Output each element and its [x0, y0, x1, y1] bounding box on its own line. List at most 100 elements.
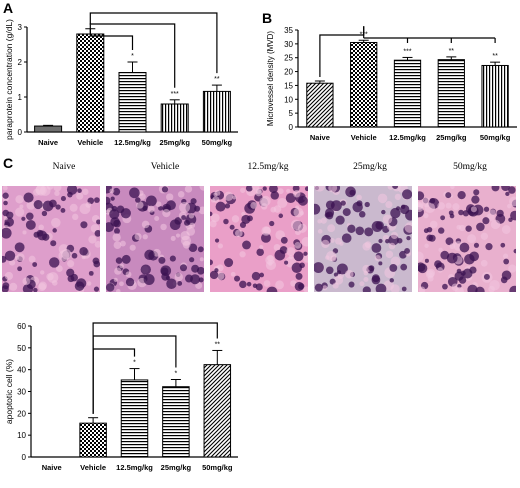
significance-label: * — [131, 53, 134, 60]
cell-nucleus — [14, 242, 25, 253]
cell-nucleus — [9, 259, 16, 266]
cell-nucleus — [188, 243, 198, 253]
cell-nucleus — [473, 189, 480, 196]
cell-nucleus — [269, 220, 275, 227]
y-tick-label: 40 — [17, 366, 26, 375]
cell-nucleus — [210, 270, 219, 280]
cell-nucleus — [303, 251, 308, 256]
y-tick-label: 0 — [289, 123, 294, 132]
cell-nucleus — [440, 215, 446, 221]
cell-nucleus — [181, 215, 187, 220]
cell-nucleus — [291, 262, 303, 273]
cell-nucleus — [66, 186, 78, 195]
cell-nucleus — [188, 213, 195, 219]
cell-nucleus — [364, 227, 374, 237]
cell-nucleus — [290, 219, 302, 231]
micrograph-12-5mg — [210, 186, 308, 292]
cell-nucleus — [375, 283, 387, 292]
cell-nucleus — [263, 280, 271, 287]
cell-nucleus — [67, 260, 75, 268]
cell-nucleus — [269, 186, 278, 194]
category-label: Vehicle — [351, 133, 377, 142]
cell-nucleus — [109, 188, 115, 194]
cell-nucleus — [152, 248, 161, 257]
cell-nucleus — [509, 196, 516, 207]
category-label: Vehicle — [80, 463, 106, 472]
cell-nucleus — [288, 254, 294, 260]
cell-nucleus — [327, 224, 336, 233]
cell-nucleus — [120, 240, 126, 247]
cell-nucleus — [392, 186, 399, 190]
cell-nucleus — [191, 264, 200, 273]
category-label: Vehicle — [77, 138, 103, 147]
cell-nucleus — [293, 207, 304, 218]
y-axis-label: apoptotic cell (%) — [4, 359, 14, 424]
cell-nucleus — [134, 232, 142, 241]
cell-nucleus — [457, 190, 466, 200]
y-tick-label: 25 — [284, 54, 293, 63]
bar-5 — [481, 64, 509, 128]
cell-nucleus — [80, 221, 88, 229]
cell-nucleus — [303, 286, 308, 292]
significance-label: ** — [449, 48, 455, 55]
cell-nucleus — [139, 193, 146, 200]
y-tick-label: 0 — [18, 128, 23, 137]
comparison-bracket — [89, 12, 218, 74]
cell-nucleus — [170, 235, 176, 241]
cell-nucleus — [246, 281, 252, 287]
cell-nucleus — [303, 254, 308, 263]
cell-nucleus — [235, 229, 243, 238]
cell-nucleus — [38, 224, 45, 231]
cell-nucleus — [278, 213, 284, 219]
cell-nucleus — [437, 202, 446, 210]
cell-nucleus — [396, 237, 403, 244]
cell-nucleus — [473, 242, 480, 248]
cell-nucleus — [368, 265, 375, 272]
cell-nucleus — [465, 225, 472, 232]
cell-nucleus — [503, 253, 509, 259]
cell-nucleus — [232, 195, 237, 200]
cell-nucleus — [418, 251, 424, 262]
cell-nucleus — [445, 192, 452, 199]
cell-nucleus — [371, 274, 380, 283]
cell-nucleus — [147, 205, 155, 213]
cell-nucleus — [175, 233, 181, 238]
category-label: Naive — [42, 463, 62, 472]
cell-nucleus — [462, 210, 470, 217]
cell-nucleus — [142, 234, 148, 240]
micrograph-label-vehicle: Vehicle — [150, 162, 180, 172]
cell-nucleus — [184, 186, 193, 193]
cell-nucleus — [166, 200, 176, 211]
cell-nucleus — [121, 254, 131, 264]
cell-nucleus — [119, 263, 124, 269]
cell-nucleus — [390, 256, 401, 267]
cell-nucleus — [245, 186, 253, 192]
chart-a-paraprotein: 0 1 2 3 paraprotein concentration (g/dL) Naiv… — [4, 12, 238, 147]
cell-nucleus — [294, 281, 304, 291]
cell-nucleus — [182, 240, 191, 249]
cell-nucleus — [371, 243, 382, 253]
chart-b-microvessel-density: 0 5 10 15 20 25 30 35 Microvessel density (MVD) N… — [266, 26, 517, 142]
cell-nucleus — [402, 189, 412, 200]
cell-nucleus — [199, 257, 204, 262]
cell-nucleus — [418, 191, 425, 201]
cell-nucleus — [129, 244, 136, 251]
cell-nucleus — [67, 275, 75, 283]
cell-nucleus — [482, 217, 490, 225]
cell-nucleus — [161, 272, 170, 281]
cell-nucleus — [273, 244, 281, 251]
cell-nucleus — [279, 246, 288, 254]
category-label: 12.5mg/kg — [114, 138, 151, 147]
cell-nucleus — [161, 186, 169, 193]
significance-label: ** — [215, 341, 221, 348]
cell-nucleus — [385, 239, 390, 244]
cell-nucleus — [217, 243, 224, 249]
cell-nucleus — [214, 190, 221, 196]
cell-nucleus — [377, 193, 388, 204]
cell-nucleus — [424, 202, 436, 214]
cell-nucleus — [223, 218, 229, 225]
cell-nucleus — [330, 255, 337, 262]
cell-nucleus — [256, 248, 264, 256]
cell-nucleus — [286, 188, 291, 193]
cell-nucleus — [113, 241, 122, 249]
